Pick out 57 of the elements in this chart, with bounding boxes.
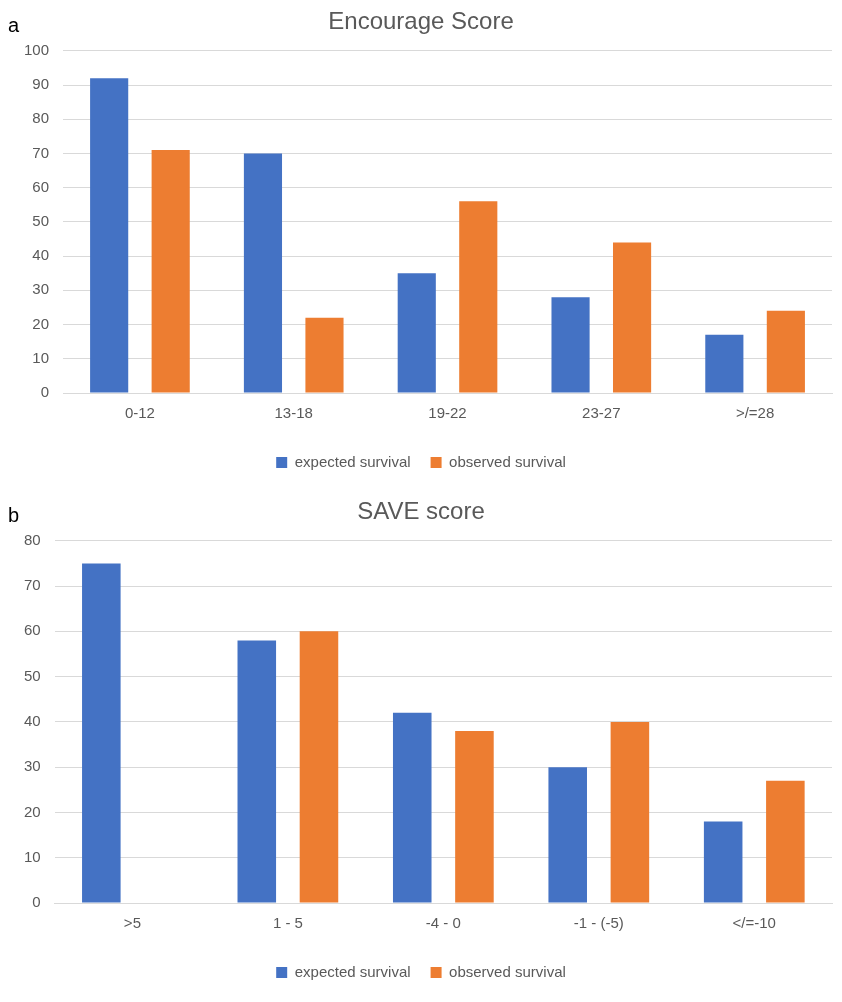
legend-label: observed survival bbox=[449, 452, 566, 470]
y-tick-label: 70 bbox=[32, 143, 50, 161]
y-tick-label: 0 bbox=[32, 893, 41, 911]
y-tick-label: 100 bbox=[24, 40, 50, 58]
x-tick-label: </=-10 bbox=[732, 914, 776, 932]
bar bbox=[551, 297, 590, 393]
y-tick-label: 40 bbox=[24, 712, 41, 730]
x-tick-label: -4 - 0 bbox=[425, 914, 461, 932]
bar bbox=[766, 780, 805, 903]
legend-label: observed survival bbox=[449, 962, 566, 980]
bar bbox=[305, 317, 344, 393]
bar bbox=[548, 767, 587, 903]
y-tick-label: 40 bbox=[32, 246, 50, 264]
bar bbox=[243, 153, 283, 393]
x-tick-label: 0-12 bbox=[124, 404, 155, 422]
bar bbox=[703, 821, 743, 903]
bar bbox=[610, 721, 650, 903]
y-tick-label: 50 bbox=[24, 666, 41, 684]
bar bbox=[90, 78, 129, 393]
legend-label: expected survival bbox=[294, 452, 411, 470]
x-tick-label: 13-18 bbox=[274, 404, 313, 422]
y-tick-label: 50 bbox=[32, 212, 50, 230]
bar bbox=[151, 150, 190, 393]
bar bbox=[705, 334, 744, 393]
text: a bbox=[8, 14, 20, 37]
bar bbox=[299, 631, 339, 903]
bar bbox=[455, 730, 494, 903]
chart-title: SAVE score bbox=[357, 497, 485, 525]
bar bbox=[237, 640, 277, 903]
y-tick-label: 70 bbox=[24, 576, 41, 594]
x-tick-label: >/=28 bbox=[735, 404, 775, 422]
y-tick-label: 0 bbox=[40, 383, 50, 401]
y-tick-label: 20 bbox=[32, 314, 50, 332]
y-tick-label: 60 bbox=[24, 621, 41, 639]
y-tick-label: 90 bbox=[32, 75, 50, 93]
y-tick-label: 10 bbox=[32, 348, 50, 366]
x-tick-label: 23-27 bbox=[582, 404, 621, 422]
y-tick-label: 80 bbox=[32, 109, 50, 127]
y-tick-label: 30 bbox=[24, 757, 41, 775]
y-tick-label: 60 bbox=[32, 177, 50, 195]
y-tick-label: 20 bbox=[24, 802, 41, 820]
bar bbox=[82, 563, 121, 903]
y-tick-label: 10 bbox=[24, 847, 41, 865]
y-tick-label: 30 bbox=[32, 280, 50, 298]
x-tick-label: >5 bbox=[123, 914, 141, 932]
bar bbox=[392, 712, 432, 903]
bar bbox=[613, 242, 652, 393]
x-tick-label: 1 - 5 bbox=[272, 914, 303, 932]
chart-title: Encourage Score bbox=[328, 7, 514, 35]
x-tick-label: -1 - (-5) bbox=[573, 914, 624, 932]
legend-label: expected survival bbox=[294, 962, 411, 980]
y-tick-label: 80 bbox=[24, 530, 41, 548]
bar bbox=[397, 273, 436, 393]
text: b bbox=[8, 504, 20, 527]
bar bbox=[766, 310, 805, 393]
x-tick-label: 19-22 bbox=[428, 404, 467, 422]
bar bbox=[459, 201, 498, 393]
